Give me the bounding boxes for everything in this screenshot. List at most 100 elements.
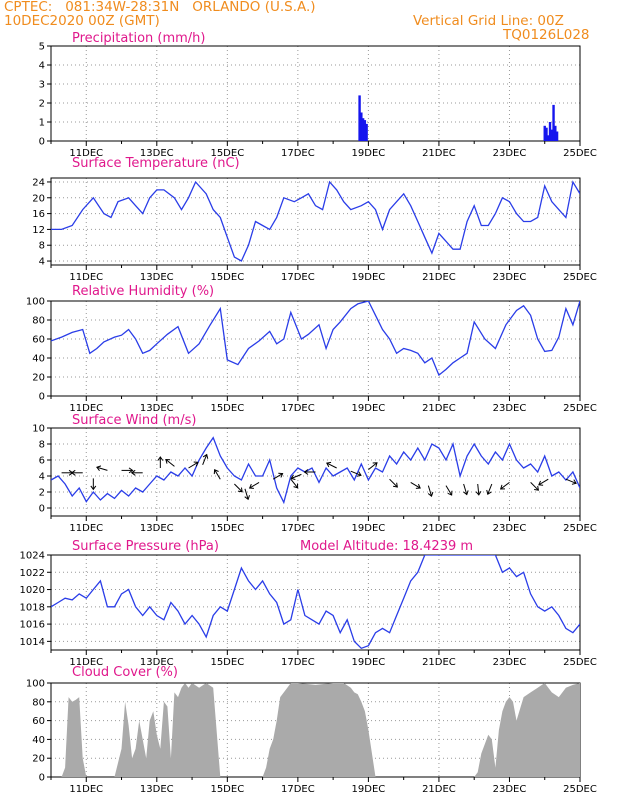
panel-title: Relative Humidity (%)	[72, 284, 214, 299]
y-tick-label: 3	[39, 80, 45, 91]
x-tick-label: 11DEC	[69, 272, 103, 283]
wind-arrow	[90, 478, 97, 491]
y-tick-label: 60	[32, 716, 45, 727]
x-tick-label: 13DEC	[140, 403, 174, 414]
grid	[51, 46, 580, 141]
series	[51, 683, 580, 777]
wind-arrow	[272, 472, 284, 480]
panel-cloud: Cloud Cover (%) 0 20 40 60 80 100 11DEC 13DEC 15D…	[26, 665, 597, 795]
panel-pres: Surface Pressure (hPa) Model Altitude: 18…	[20, 539, 597, 668]
x-tick-label: 21DEC	[422, 148, 456, 159]
y-tick-label: 20	[32, 754, 45, 765]
y-tick-label: 100	[26, 679, 45, 690]
plot-frame	[50, 554, 581, 651]
header-code: TQ0126L028	[503, 27, 590, 43]
panel-rh: Relative Humidity (%) 0 20 40 60 80 100 11DEC 13…	[26, 284, 597, 414]
y-tick-label: 1016	[20, 620, 45, 631]
y-tick-label: 0	[39, 137, 45, 148]
grid	[51, 301, 580, 396]
x-tick-label: 15DEC	[210, 403, 244, 414]
y-tick-label: 1014	[20, 637, 45, 648]
grid	[51, 178, 580, 265]
y-tick-label: 1018	[20, 602, 45, 613]
wind-arrow	[130, 469, 143, 476]
y-tick-label: 20	[32, 193, 45, 204]
x-tick-label: 23DEC	[493, 784, 527, 795]
series	[51, 555, 580, 650]
x-tick-label: 25DEC	[563, 403, 597, 414]
wind-arrow	[326, 461, 337, 469]
y-tick-label: 5	[39, 42, 45, 53]
x-tick-label: 17DEC	[281, 523, 315, 534]
y-tick-label: 1024	[20, 551, 45, 562]
wind-arrow	[303, 469, 316, 475]
wind-arrow	[188, 461, 199, 469]
x-tick-label: 21DEC	[422, 657, 456, 668]
rh-line	[51, 301, 580, 377]
wind-arrow	[475, 483, 482, 496]
grid	[51, 555, 580, 650]
wind-arrow	[530, 482, 540, 491]
precip-bar	[550, 129, 553, 141]
series	[51, 180, 580, 262]
y-tick-label: 80	[32, 697, 45, 708]
series	[358, 95, 559, 141]
x-tick-label: 13DEC	[140, 148, 174, 159]
wind-arrow	[165, 458, 175, 467]
x-tick-label: 17DEC	[281, 784, 315, 795]
y-tick-label: 1020	[20, 585, 45, 596]
panel-title: Surface Pressure (hPa)	[72, 539, 219, 554]
wind-arrow	[410, 481, 421, 489]
wind-arrow	[445, 485, 453, 496]
panel-precip: Precipitation (mm/h) 0 1 2 3 4 5 11DEC 13DEC 15DE…	[39, 31, 597, 159]
model-altitude-label: Model Altitude: 18.4239 m	[300, 539, 473, 554]
panel-title: Surface Wind (m/s)	[72, 413, 196, 428]
x-tick-label: 21DEC	[422, 523, 456, 534]
panel-title: Precipitation (mm/h)	[72, 31, 205, 46]
wind-arrow	[368, 462, 378, 470]
x-tick-label: 23DEC	[493, 523, 527, 534]
x-tick-label: 25DEC	[563, 272, 597, 283]
panel-title: Surface Temperature (nC)	[72, 156, 240, 171]
y-tick-label: 2	[39, 99, 45, 110]
header-datetime: 10DEC2020 00Z (GMT)	[4, 13, 160, 29]
x-tick-label: 19DEC	[352, 784, 386, 795]
y-tick-label: 24	[32, 177, 45, 188]
precip-bar	[545, 127, 548, 141]
wind-arrow	[350, 470, 362, 477]
cloud-area	[51, 683, 580, 777]
wind-arrow	[427, 485, 434, 497]
x-tick-label: 13DEC	[140, 784, 174, 795]
precip-bar	[361, 118, 365, 141]
y-tick-label: 4	[39, 61, 45, 72]
wind-arrow	[463, 483, 469, 496]
wind-arrow	[121, 467, 134, 474]
wind-arrow	[248, 481, 260, 489]
wind-arrow	[234, 483, 243, 493]
panel-title: Cloud Cover (%)	[72, 665, 178, 680]
x-tick-label: 11DEC	[69, 148, 103, 159]
y-tick-label: 100	[26, 297, 45, 308]
x-tick-label: 11DEC	[69, 784, 103, 795]
wind-arrow	[486, 483, 493, 496]
y-tick-label: 4	[39, 257, 45, 268]
precip-bar	[360, 112, 363, 141]
wind-arrow	[96, 465, 108, 471]
pres-line	[51, 555, 580, 650]
precip-bar	[358, 95, 361, 141]
x-tick-label: 23DEC	[493, 403, 527, 414]
precip-bar	[363, 120, 367, 141]
wind-line	[51, 436, 580, 505]
precip-bar	[555, 131, 559, 141]
plot-frame	[50, 45, 581, 142]
x-tick-label: 15DEC	[210, 784, 244, 795]
x-tick-label: 25DEC	[563, 657, 597, 668]
y-tick-label: 16	[32, 209, 45, 220]
wind-arrow	[290, 478, 299, 489]
x-tick-label: 23DEC	[493, 657, 527, 668]
header-grid-note: Vertical Grid Line: 00Z	[413, 13, 564, 29]
x-tick-label: 19DEC	[352, 657, 386, 668]
y-tick-label: 40	[32, 735, 45, 746]
y-tick-label: 0	[39, 773, 45, 784]
